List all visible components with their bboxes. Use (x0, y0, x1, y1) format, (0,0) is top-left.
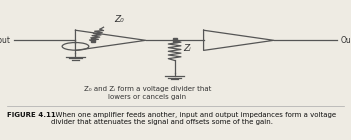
Text: Output: Output (340, 36, 351, 45)
Text: FIGURE 4.11: FIGURE 4.11 (7, 112, 56, 118)
Text: When one amplifier feeds another, input and output impedances form a voltage div: When one amplifier feeds another, input … (51, 112, 336, 125)
Text: Z₀ and Zᵢ form a voltage divider that
lowers or cancels gain: Z₀ and Zᵢ form a voltage divider that lo… (84, 86, 211, 100)
Text: Input: Input (0, 36, 11, 45)
Text: Z₀: Z₀ (114, 15, 124, 24)
Text: Zᵢ: Zᵢ (184, 44, 191, 53)
